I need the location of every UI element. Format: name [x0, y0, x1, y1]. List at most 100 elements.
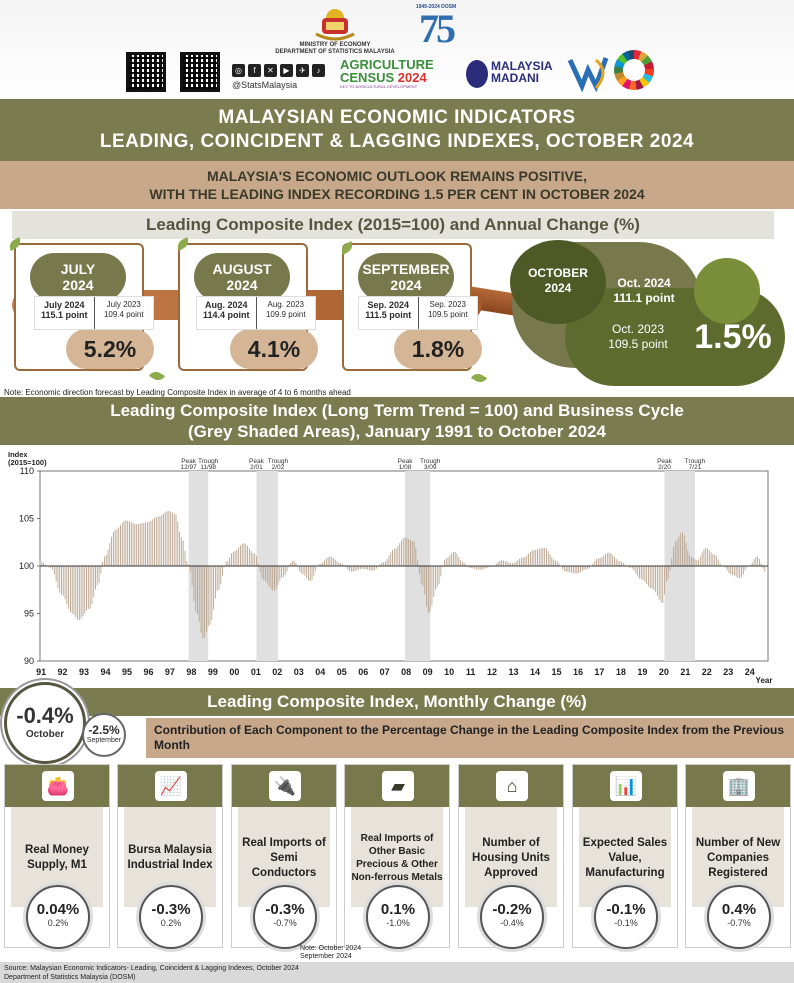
prev-label: July 2023	[106, 300, 141, 309]
sdg-wheel-icon	[614, 50, 654, 90]
subtitle-line1: MALAYSIA'S ECONOMIC OUTLOOK REMAINS POSI…	[206, 168, 588, 184]
qr-code-icon[interactable]	[180, 52, 220, 92]
x-tick-label: 94	[100, 667, 110, 677]
october-year: 2024	[544, 281, 572, 295]
subtitle-bar: MALAYSIA'S ECONOMIC OUTLOOK REMAINS POSI…	[0, 161, 794, 209]
x-tick-label: 04	[315, 667, 325, 677]
month-name: AUGUST	[212, 261, 272, 277]
october-prev-label: Oct. 2023	[611, 322, 665, 336]
x-tick-label: 93	[79, 667, 89, 677]
agri-line1: AGRICULTURE	[340, 57, 434, 72]
annual-change: 5.2%	[66, 329, 154, 369]
october-previous: Oct. 2023 109.5 point	[590, 322, 686, 352]
component-oct-value: -0.2%	[492, 901, 532, 918]
october-change-value: -0.4%	[16, 703, 74, 728]
qr-code-icon[interactable]	[126, 52, 166, 92]
youtube-icon[interactable]: ▶	[280, 64, 293, 77]
x-tick-label: 99	[208, 667, 218, 677]
coat-of-arms-icon	[315, 9, 355, 41]
component-name: Expected Sales Value, Manufacturing	[582, 836, 668, 879]
x-tick-label: 16	[573, 667, 583, 677]
trough-date: 11/98	[200, 464, 216, 471]
dosm-years: 1949-2024 DOSM	[415, 4, 457, 10]
october-month: OCTOBER	[528, 266, 588, 280]
telegram-icon[interactable]: ✈	[296, 64, 309, 77]
component-sep-value: -0.7%	[727, 918, 751, 928]
component-oct-value: 0.1%	[380, 901, 416, 918]
long-term-heading: Leading Composite Index (Long Term Trend…	[0, 397, 794, 445]
cur-value: 114.4 point	[202, 310, 250, 320]
prev-value: 109.9 point	[265, 310, 306, 319]
y-tick-label: 100	[19, 561, 34, 571]
month-name: JULY	[60, 261, 96, 277]
x-tick-label: 91	[36, 667, 46, 677]
peak-date: 2/01	[250, 464, 263, 471]
component-name: Number of New Companies Registered	[695, 836, 781, 879]
prev-label: Aug. 2023	[267, 300, 304, 309]
component-oct-value: 0.04%	[36, 901, 80, 918]
leaf-icon	[148, 369, 166, 383]
footer: Source: Malaysian Economic Indicators- L…	[0, 962, 794, 983]
component-name: Real Imports of Other Basic Precious & O…	[351, 833, 443, 883]
x-tick-label: 24	[745, 667, 755, 677]
madani-line2: MADANI	[491, 71, 539, 85]
october-cur-value: 111.1 point	[613, 291, 675, 305]
component-note: Note: October 2024 September 2024	[300, 945, 362, 960]
x-icon[interactable]: ✕	[264, 64, 277, 77]
x-tick-label: 96	[143, 667, 153, 677]
component-card: 📊 Expected Sales Value, Manufacturing -0…	[572, 764, 678, 949]
october-monthly-change: -0.4% October	[4, 682, 86, 764]
x-tick-label: 23	[723, 667, 733, 677]
previous-year-month: July 2023 109.4 point	[95, 297, 154, 329]
september-change-value: -2.5%	[88, 723, 120, 737]
component-value-ring: 0.04% 0.2%	[26, 885, 90, 949]
facebook-icon[interactable]: f	[248, 64, 261, 77]
component-sep-value: 0.2%	[160, 918, 182, 928]
x-tick-label: 06	[358, 667, 368, 677]
trough-date: 7/21	[689, 464, 702, 471]
peak-date: 1/08	[399, 464, 412, 471]
month-name: SEPTEMBER	[362, 261, 450, 277]
x-tick-label: 19	[637, 667, 647, 677]
trough-date: 3/09	[424, 464, 437, 471]
malaysia-madani-logo: MALAYSIA MADANI	[466, 60, 566, 92]
previous-year-month: Aug. 2023 109.9 point	[257, 297, 316, 329]
peak-date: 2/20	[658, 464, 671, 471]
x-tick-label: 01	[251, 667, 261, 677]
y-tick-label: 105	[19, 514, 34, 524]
ekonomi-logo-icon	[567, 57, 609, 92]
chip-plug-icon: 🔌	[269, 771, 301, 801]
september-monthly-change: -2.5% September	[82, 713, 126, 757]
lci-heading: Leading Composite Index (2015=100) and A…	[12, 211, 774, 239]
lci-note: Note: Economic direction forecast by Lea…	[4, 388, 351, 397]
x-tick-label: 22	[702, 667, 712, 677]
component-card: ▰ Real Imports of Other Basic Precious &…	[344, 764, 450, 949]
y-tick-label: 110	[20, 466, 34, 476]
peak-date: 12/97	[180, 464, 197, 471]
x-tick-label: 00	[229, 667, 239, 677]
x-tick-label: 09	[423, 667, 433, 677]
component-card: 🏢 Number of New Companies Registered 0.4…	[685, 764, 791, 949]
annual-change: 4.1%	[230, 329, 318, 369]
x-tick-label: 12	[487, 667, 497, 677]
x-tick-label: 03	[294, 667, 304, 677]
component-sep-value: -0.1%	[614, 918, 638, 928]
x-tick-label: 20	[659, 667, 669, 677]
subtitle-line2: WITH THE LEADING INDEX RECORDING 1.5 PER…	[149, 186, 645, 202]
monthly-change-heading: Leading Composite Index, Monthly Change …	[0, 688, 794, 716]
tiktok-icon[interactable]: ♪	[312, 64, 325, 77]
ministry-name: MINISTRY OF ECONOMY DEPARTMENT OF STATIS…	[275, 42, 395, 55]
y-axis-label: (2015=100)	[8, 458, 47, 467]
october-head: OCTOBER 2024	[510, 240, 606, 324]
instagram-icon[interactable]: ◎	[232, 64, 245, 77]
x-tick-label: 08	[401, 667, 411, 677]
component-value-ring: 0.1% -1.0%	[366, 885, 430, 949]
cur-value: 115.1 point	[40, 310, 88, 320]
component-value-ring: 0.4% -0.7%	[707, 885, 771, 949]
component-card: 🔌 Real Imports of Semi Conductors -0.3% …	[231, 764, 337, 949]
social-handle: @StatsMalaysia	[232, 80, 298, 90]
trough-label: Trough	[198, 458, 219, 465]
component-value-ring: -0.1% -0.1%	[594, 885, 658, 949]
october-cur-label: Oct. 2024	[617, 276, 671, 290]
lci-long-term-chart: Peak12/97Trough11/98Peak2/01Trough2/02Pe…	[8, 450, 772, 685]
